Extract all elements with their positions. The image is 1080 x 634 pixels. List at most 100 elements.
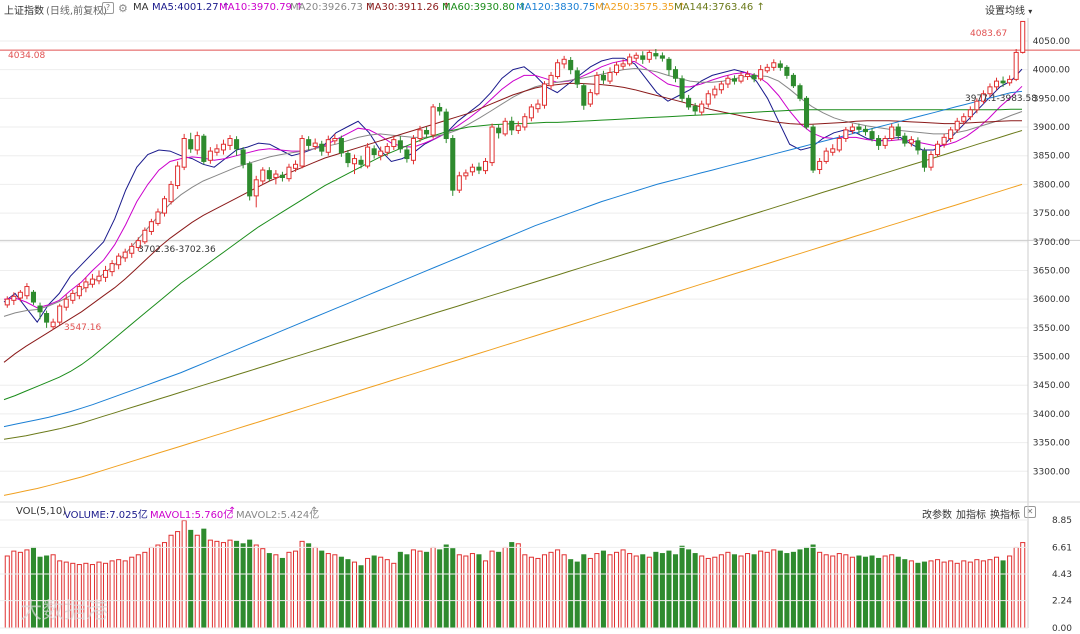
ma-line-ma120: [3, 90, 1023, 428]
volume-bar: [469, 553, 475, 629]
candle-body: [705, 93, 711, 105]
volume-bar: [266, 553, 272, 629]
add-indicator-button[interactable]: 加指标: [956, 510, 986, 521]
switch-indicator-button[interactable]: 换指标: [990, 510, 1020, 521]
settings-ma-button[interactable]: 设置均线 ▾: [985, 6, 1033, 17]
volume-bar: [489, 550, 495, 629]
volume-bar: [908, 560, 914, 629]
volume-bar: [194, 534, 200, 629]
volume-bar: [142, 551, 148, 629]
candle-body: [568, 59, 574, 71]
candle-body: [614, 64, 620, 74]
candle-body: [745, 73, 751, 78]
candle-body: [83, 281, 89, 289]
candle-body: [496, 127, 502, 134]
volume-bar: [882, 555, 888, 629]
candle-body: [338, 138, 344, 154]
volume-bar: [345, 559, 351, 629]
candle-body: [1020, 20, 1026, 53]
volume-bar: [679, 545, 685, 629]
ma-item-6: MA250:3575.35 ↑: [595, 2, 686, 13]
volume-bar: [482, 560, 489, 629]
candle-body: [371, 148, 377, 156]
close-icon[interactable]: ✕: [1024, 506, 1036, 518]
candle-body: [188, 139, 194, 150]
candle-body: [771, 62, 777, 68]
volume-bar: [659, 553, 665, 629]
ma-item-7: MA144:3763.46 ↑: [674, 2, 765, 13]
volume-bar: [731, 554, 737, 629]
volume-bar: [293, 550, 299, 629]
volume-bar: [175, 531, 181, 629]
candle-body: [430, 106, 436, 136]
candle-body: [607, 72, 613, 82]
candle-body: [161, 198, 168, 214]
ma-item-2: MA20:3926.73 ↑: [290, 2, 375, 13]
volume-bar: [869, 555, 875, 629]
candle-body: [312, 142, 318, 148]
candle-body: [450, 138, 456, 191]
volume-bar: [614, 551, 620, 629]
volume-bar: [522, 554, 528, 629]
volume-bar: [600, 550, 606, 629]
candle-body: [954, 120, 960, 131]
candle-body: [672, 69, 679, 79]
volume-bar: [607, 554, 613, 629]
volume-bar: [817, 551, 823, 629]
candle-body: [4, 298, 10, 306]
edit-params-button[interactable]: 改参数: [922, 510, 952, 521]
ma-line-ma30: [3, 82, 1022, 363]
volume-bar: [797, 549, 803, 629]
price-tick-label: 3500.00: [1033, 353, 1070, 363]
volume-bar: [168, 534, 174, 629]
candle-body: [797, 85, 803, 99]
candle-body: [482, 160, 489, 172]
candle-body: [725, 77, 731, 85]
candle-body: [823, 150, 829, 162]
candle-body: [103, 269, 109, 278]
volume-bar: [620, 549, 626, 629]
candle-body: [253, 179, 259, 197]
price-tick-label: 4000.00: [1033, 66, 1070, 76]
ma-line-ma144: [3, 130, 1023, 440]
volume-header-bar: VOL(5,10) VOLUME:7.025亿 MAVOL1:5.760亿 ↑ …: [0, 504, 1080, 521]
volume-bar: [424, 551, 430, 629]
candle-body: [299, 138, 305, 167]
volume-bar: [849, 556, 855, 629]
volume-bar: [771, 549, 777, 629]
candle-body: [843, 129, 849, 139]
candle-body: [1013, 51, 1019, 80]
candle-body: [142, 229, 148, 243]
volume-bar: [1007, 555, 1013, 629]
candle-body: [155, 211, 161, 224]
ma-item-1: MA10:3970.79 ↑: [219, 2, 304, 13]
volume-bar: [941, 561, 947, 629]
candle-body: [168, 183, 174, 203]
candle-body: [279, 174, 285, 179]
candle-body: [70, 292, 76, 301]
moving-average-lines: [3, 57, 1023, 496]
candle-body: [921, 150, 927, 168]
volume-bar: [993, 556, 1000, 629]
volume-bar: [784, 553, 790, 629]
help-icon[interactable]: ?: [102, 2, 114, 14]
price-tick-label: 3800.00: [1033, 180, 1070, 190]
candle-body: [804, 97, 810, 128]
index-name: 上证指数: [4, 6, 44, 17]
volume-bar: [299, 540, 305, 629]
candle-body: [876, 138, 882, 146]
price-tick-label: 3650.00: [1033, 266, 1070, 276]
candle-body: [869, 131, 875, 140]
candle-body: [63, 298, 69, 308]
volume-bar: [496, 551, 502, 629]
candle-body: [57, 305, 63, 323]
volume-bar: [456, 554, 462, 629]
volume-bar: [902, 559, 908, 629]
volume-bar: [1000, 560, 1006, 629]
gear-icon[interactable]: ⚙: [118, 2, 128, 15]
candle-body: [148, 221, 154, 232]
price-tick-label: 3450.00: [1033, 381, 1070, 391]
volume-bar: [502, 546, 508, 629]
candle-body: [11, 295, 17, 301]
